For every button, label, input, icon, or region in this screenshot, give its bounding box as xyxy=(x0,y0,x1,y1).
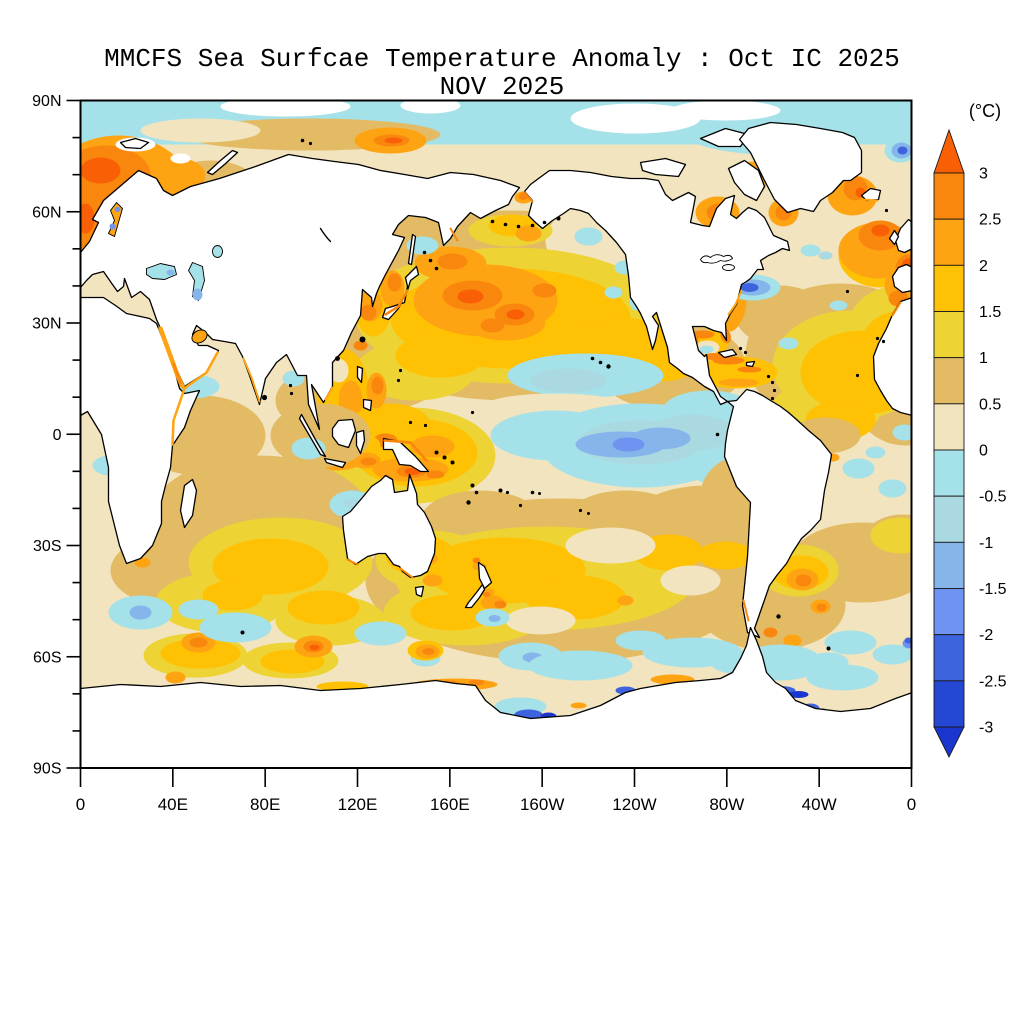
north-america xyxy=(523,169,791,406)
y-axis: 90N 60N 30N 0 30S 60S 90S xyxy=(32,93,81,778)
new-zealand-north-island xyxy=(477,561,493,590)
colorbar-tick-label: 3 xyxy=(979,166,988,183)
colorbar-tick-label: 2.5 xyxy=(979,212,1001,229)
lake-baikal xyxy=(319,227,332,243)
persian-gulf xyxy=(191,329,208,344)
x-tick-label: 120W xyxy=(612,795,656,814)
colorbar-cell xyxy=(933,172,965,220)
colorbar-tick-label: 1 xyxy=(979,350,988,367)
black-sea-cool-core xyxy=(166,269,175,276)
colorbar-tick-label: -2 xyxy=(979,627,993,644)
australia xyxy=(341,473,437,579)
figure-title: MMCFS Sea Surfcae Temperature Anomaly : … xyxy=(104,44,900,74)
borneo xyxy=(331,418,357,449)
colorbar-cell xyxy=(933,449,965,497)
colorbar-cell xyxy=(933,495,965,543)
baffin-island xyxy=(727,159,766,202)
colorbar-bottom-arrow xyxy=(933,726,965,759)
x-axis: 0 40E 80E 120E 160E 160W 120W 80W 40W 0 xyxy=(76,768,916,814)
red-sea-south xyxy=(172,362,182,384)
colorbar: 3 2.5 2 1.5 1 0.5 0 -0.5 -1 -1.5 -2 -2.5 -3 xyxy=(933,128,1007,759)
tasmania xyxy=(414,585,425,598)
aral-sea xyxy=(212,245,223,258)
novaya-zemlya xyxy=(206,149,239,176)
colorbar-tick-label: -3 xyxy=(979,720,993,737)
y-tick-label: 60N xyxy=(32,204,61,221)
sakhalin xyxy=(407,233,417,266)
colorbar-cell xyxy=(933,264,965,312)
new-zealand-south-island xyxy=(464,583,486,609)
iberia xyxy=(891,263,912,294)
colorbar-tick-label: 1.5 xyxy=(979,304,1001,321)
y-tick-label: 90S xyxy=(33,761,61,778)
x-tick-label: 160E xyxy=(430,795,470,814)
figure-subtitle: NOV 2025 xyxy=(440,72,565,102)
black-sea xyxy=(146,263,178,280)
colorbar-tick-label: -0.5 xyxy=(979,489,1007,506)
java xyxy=(323,457,347,469)
x-tick-label: 80E xyxy=(250,795,280,814)
colorbar-cell xyxy=(933,218,965,266)
land-masses xyxy=(80,121,912,768)
mindanao xyxy=(362,398,373,412)
colorbar-cell xyxy=(933,541,965,589)
ireland xyxy=(888,229,900,246)
luzon xyxy=(356,365,364,384)
svalbard xyxy=(119,137,150,150)
great-lakes xyxy=(699,254,734,264)
x-tick-label: 80W xyxy=(709,795,744,814)
sulawesi xyxy=(355,429,366,455)
colorbar-tick-label: 0.5 xyxy=(979,396,1001,413)
caspian-cool-core xyxy=(192,288,203,301)
inland-seas xyxy=(107,201,735,389)
colorbar-tick-label: -1.5 xyxy=(979,581,1007,598)
x-tick-label: 120E xyxy=(338,795,378,814)
colorbar-tick-label: 2 xyxy=(979,258,988,275)
baltic-cool-spot xyxy=(114,207,121,212)
colorbar-tick-label: -1 xyxy=(979,535,993,552)
x-tick-label: 0 xyxy=(907,795,916,814)
colorbar-cell xyxy=(933,311,965,359)
new-guinea xyxy=(382,437,430,473)
colorbar-unit-label: (°C) xyxy=(969,101,1001,121)
hispaniola xyxy=(745,360,756,368)
y-tick-label: 0 xyxy=(53,427,62,444)
x-tick-label: 40E xyxy=(158,795,188,814)
cuba xyxy=(717,348,738,359)
colorbar-cell xyxy=(933,634,965,682)
great-lakes-ontario xyxy=(722,264,735,271)
colorbar-tick-label: 0 xyxy=(979,443,988,460)
y-tick-label: 60S xyxy=(33,649,61,666)
sumatra xyxy=(298,413,327,458)
victoria-island xyxy=(639,157,687,178)
y-tick-label: 30N xyxy=(32,316,61,333)
map-area xyxy=(80,100,912,768)
baltic-cool-spot xyxy=(109,223,116,230)
colorbar-tick-label: -2.5 xyxy=(979,673,1007,690)
x-tick-label: 0 xyxy=(76,795,85,814)
x-tick-label: 40W xyxy=(802,795,837,814)
south-america xyxy=(723,388,833,639)
small-islands xyxy=(240,138,889,651)
y-tick-label: 90N xyxy=(32,93,61,110)
colorbar-cell xyxy=(933,403,965,451)
x-tick-label: 160W xyxy=(520,795,564,814)
madagascar xyxy=(179,478,198,529)
colorbar-top-arrow xyxy=(933,128,965,174)
colorbar-cell xyxy=(933,357,965,405)
y-tick-label: 30S xyxy=(33,538,61,555)
colorbar-cell xyxy=(933,588,965,636)
greenland xyxy=(738,121,863,214)
antarctica xyxy=(80,626,912,768)
coastal-warm-rims xyxy=(171,191,902,622)
colorbar-cell xyxy=(933,680,965,728)
